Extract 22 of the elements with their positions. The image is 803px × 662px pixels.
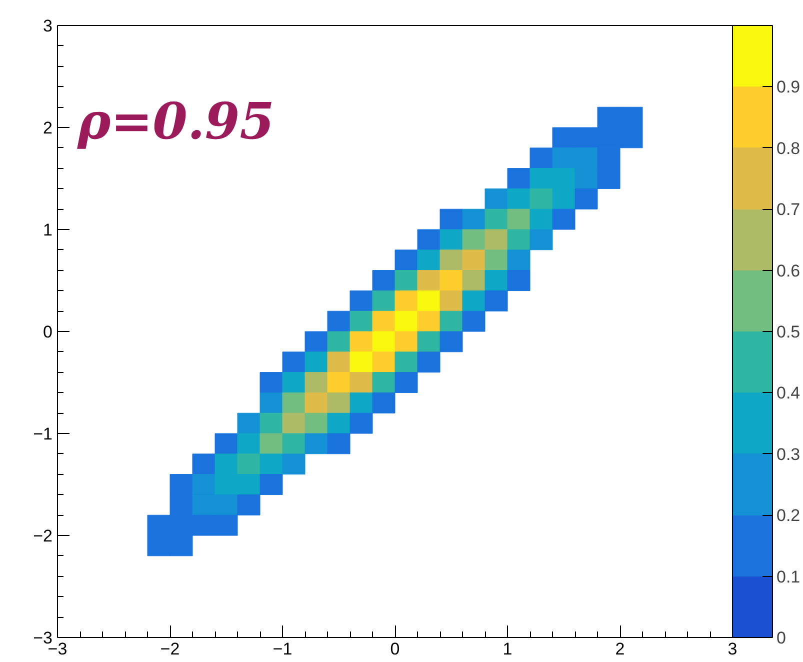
x-tick-label: 3	[728, 640, 738, 658]
y-tick-label: 1	[43, 220, 53, 240]
y-tick-label: 0	[43, 322, 53, 342]
color-bar-label: 0.1	[776, 567, 800, 586]
color-bar-label: 0.9	[776, 78, 800, 97]
color-bar-label: 0.5	[776, 322, 800, 342]
y-tick-label: 3	[43, 16, 53, 36]
color-bar-label: 0.7	[776, 200, 800, 220]
x-tick-label: 1	[502, 640, 512, 658]
y-tick-label: 2	[43, 118, 53, 138]
y-tick-label: −1	[33, 424, 53, 444]
color-bar-label: 0.6	[776, 261, 800, 280]
x-tick-label: −2	[160, 640, 180, 658]
annotation: ρ=0.95	[76, 92, 274, 150]
color-bar-label: 0.2	[776, 506, 800, 526]
color-bar-label: 0.8	[776, 138, 800, 158]
x-tick-label: −1	[272, 640, 292, 658]
x-tick-label: 2	[615, 640, 625, 658]
x-tick-label: 0	[390, 640, 400, 658]
color-bar-label: 0.3	[776, 444, 800, 464]
color-bar-label: 0.4	[776, 384, 800, 403]
y-tick-label: −2	[33, 526, 53, 546]
